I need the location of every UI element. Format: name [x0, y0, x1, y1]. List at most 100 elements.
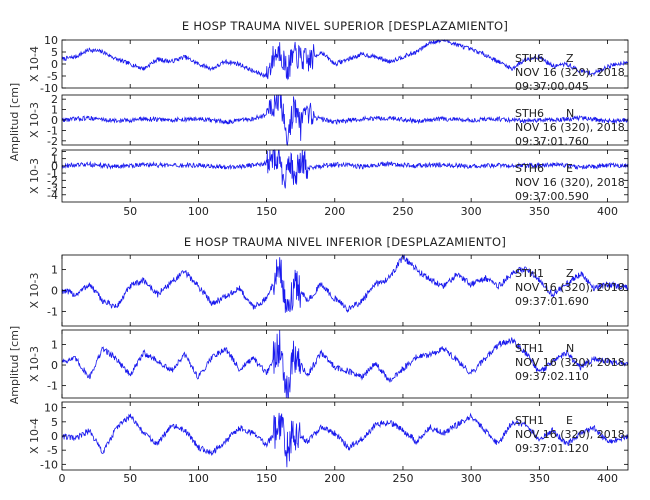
chart-title: E HOSP TRAUMA NIVEL SUPERIOR [DESPLAZAMI… [182, 19, 508, 33]
y-tick-label: 1 [51, 104, 58, 117]
y-tick-label: -4 [47, 189, 58, 202]
y-tick-label: 0 [51, 160, 58, 173]
x-tick-label: 350 [529, 205, 550, 218]
station-name: STH1 [515, 414, 544, 427]
y-tick-label: -1 [47, 167, 58, 180]
y-tick-label: 5 [51, 416, 58, 429]
date-label: NOV 16 (320), 2018 [515, 428, 625, 441]
x-tick-label: 200 [324, 205, 345, 218]
station-name: STH6 [515, 52, 544, 65]
component-name: Z [566, 267, 574, 280]
y-tick-label: -2 [47, 135, 58, 148]
station-name: STH1 [515, 342, 544, 355]
x-tick-label: 400 [597, 472, 618, 485]
station-component-label: STH1 E [515, 414, 573, 427]
date-label: NOV 16 (320), 2018 [515, 66, 625, 79]
x-tick-label: 50 [123, 472, 137, 485]
y-tick-label: -3 [47, 182, 58, 195]
component-name: N [566, 107, 574, 120]
y-tick-label: -10 [40, 458, 58, 471]
y-tick-label: 1 [51, 264, 58, 277]
waveform-trace [61, 39, 629, 81]
time-label: 09:37:01.690 [515, 295, 589, 308]
y-tick-label: 5 [51, 46, 58, 59]
y-tick-label: -5 [47, 444, 58, 457]
panel-frame [61, 149, 629, 203]
waveform-trace [61, 412, 629, 468]
waveform-trace [61, 149, 629, 189]
chart-title: E HOSP TRAUMA NIVEL INFERIOR [DESPLAZAMI… [184, 235, 506, 249]
x-tick-label: 350 [529, 472, 550, 485]
x-tick-label: 50 [123, 205, 137, 218]
y-tick-label: 0 [51, 430, 58, 443]
station-component-label: STH6 E [515, 162, 573, 175]
x-tick-label: 200 [324, 472, 345, 485]
y-tick-label: -1 [47, 380, 58, 393]
date-label: NOV 16 (320), 2018 [515, 281, 625, 294]
station-name: STH6 [515, 162, 544, 175]
y-tick-label: -2 [47, 174, 58, 187]
y-scale-label: X 10-3 [28, 346, 41, 382]
x-tick-label: 300 [461, 472, 482, 485]
waveform-trace [61, 94, 629, 147]
y-tick-label: 1 [51, 338, 58, 351]
station-component-label: STH1 Z [515, 267, 574, 280]
date-label: NOV 16 (320), 2018 [515, 356, 625, 369]
component-name: Z [566, 52, 574, 65]
component-name: N [566, 342, 574, 355]
station-component-label: STH6 Z [515, 52, 574, 65]
y-tick-label: -1 [47, 305, 58, 318]
waveform-trace [61, 329, 629, 399]
station-component-label: STH6 N [515, 107, 574, 120]
time-label: 09:37:02.110 [515, 370, 589, 383]
date-label: NOV 16 (320), 2018 [515, 176, 625, 189]
y-tick-label: 0 [51, 359, 58, 372]
time-label: 09:37:00.590 [515, 190, 589, 203]
y-tick-label: -5 [47, 70, 58, 83]
x-tick-label: 300 [461, 205, 482, 218]
y-scale-label: X 10-4 [28, 418, 41, 454]
y-axis-label: Amplitud [cm] [8, 83, 21, 161]
x-tick-label: 250 [392, 205, 413, 218]
time-label: 09:37:01.120 [515, 442, 589, 455]
y-tick-label: 2 [51, 145, 58, 158]
date-label: NOV 16 (320), 2018 [515, 121, 625, 134]
component-name: E [566, 162, 573, 175]
component-name: E [566, 414, 573, 427]
y-scale-label: X 10-4 [28, 46, 41, 82]
station-name: STH6 [515, 107, 544, 120]
x-tick-label: 150 [256, 472, 277, 485]
chart-nivel-superior: E HOSP TRAUMA NIVEL SUPERIOR [DESPLAZAMI… [8, 19, 629, 218]
x-tick-label: 100 [188, 472, 209, 485]
time-label: 09:37:01.760 [515, 135, 589, 148]
y-scale-label: X 10-3 [28, 273, 41, 309]
x-tick-label: 0 [59, 472, 66, 485]
y-tick-label: -10 [40, 82, 58, 95]
y-tick-label: 2 [51, 93, 58, 106]
x-tick-label: 150 [256, 205, 277, 218]
y-scale-label: X 10-3 [28, 102, 41, 138]
station-name: STH1 [515, 267, 544, 280]
x-tick-label: 100 [188, 205, 209, 218]
station-component-label: STH1 N [515, 342, 574, 355]
time-label: 09:37:00.045 [515, 80, 589, 93]
y-tick-label: 10 [44, 402, 58, 415]
waveform-trace [61, 253, 629, 314]
y-tick-label: 0 [51, 58, 58, 71]
y-tick-label: 0 [51, 285, 58, 298]
x-tick-label: 250 [392, 472, 413, 485]
x-tick-label: 400 [597, 205, 618, 218]
chart-nivel-inferior: E HOSP TRAUMA NIVEL INFERIOR [DESPLAZAMI… [8, 235, 629, 485]
y-tick-label: 1 [51, 153, 58, 166]
y-tick-label: -1 [47, 124, 58, 137]
panel-frame [61, 329, 629, 399]
y-tick-label: 10 [44, 34, 58, 47]
y-scale-label: X 10-3 [28, 158, 41, 194]
y-axis-label: Amplitud [cm] [8, 326, 21, 404]
